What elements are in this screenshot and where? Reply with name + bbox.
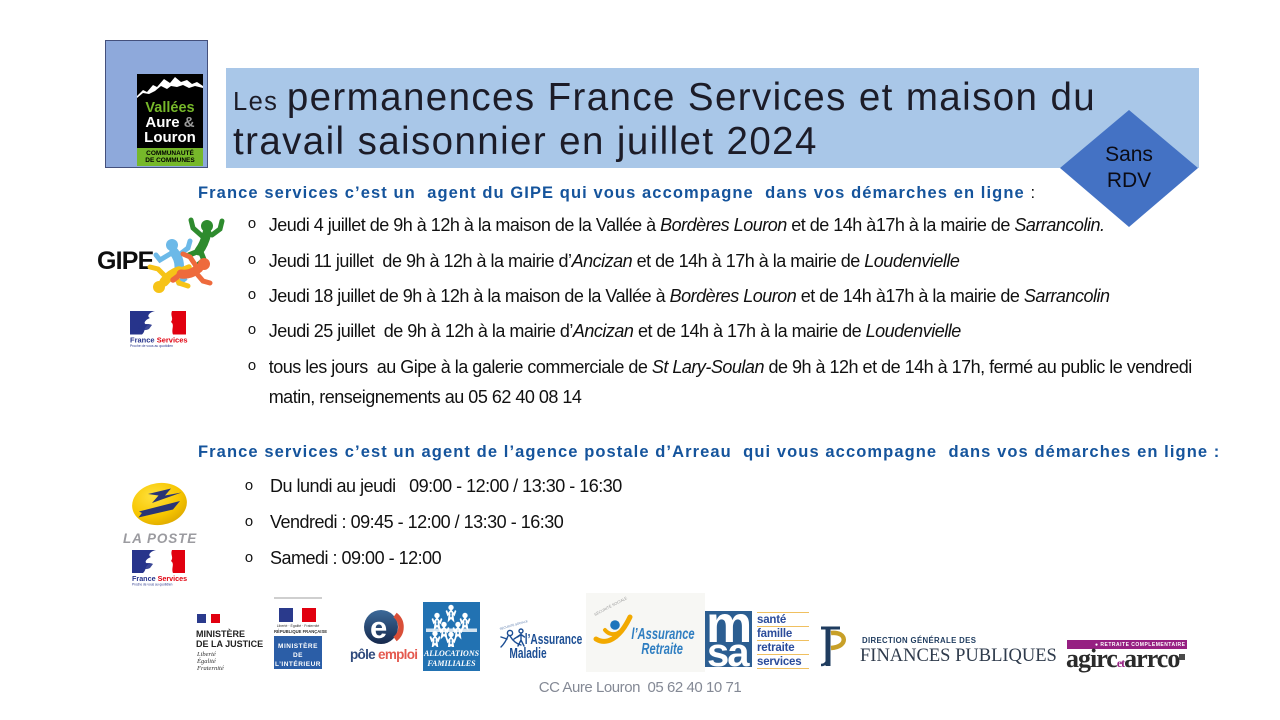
svg-text:Proche de vous au quotidien: Proche de vous au quotidien	[130, 344, 173, 348]
svg-text:l’Assurance: l’Assurance	[631, 625, 695, 642]
svg-text:Maladie: Maladie	[509, 645, 546, 661]
svg-text:e: e	[370, 610, 387, 645]
svg-text:m: m	[706, 611, 752, 654]
svg-text:LA POSTE: LA POSTE	[123, 531, 197, 546]
svg-text:SÉCURITÉ SOCIALE: SÉCURITÉ SOCIALE	[499, 620, 528, 631]
svg-text:sa: sa	[707, 631, 750, 667]
svg-text:France Services: France Services	[130, 336, 188, 345]
svg-text:Retraite: Retraite	[641, 640, 683, 657]
svg-text:l’Assurance: l’Assurance	[525, 631, 583, 647]
svg-text:SÉCURITÉ SOCIALE: SÉCURITÉ SOCIALE	[593, 595, 628, 617]
svg-text:France Services: France Services	[132, 574, 187, 583]
svg-text:Proche de vous au quotidien: Proche de vous au quotidien	[132, 583, 173, 587]
